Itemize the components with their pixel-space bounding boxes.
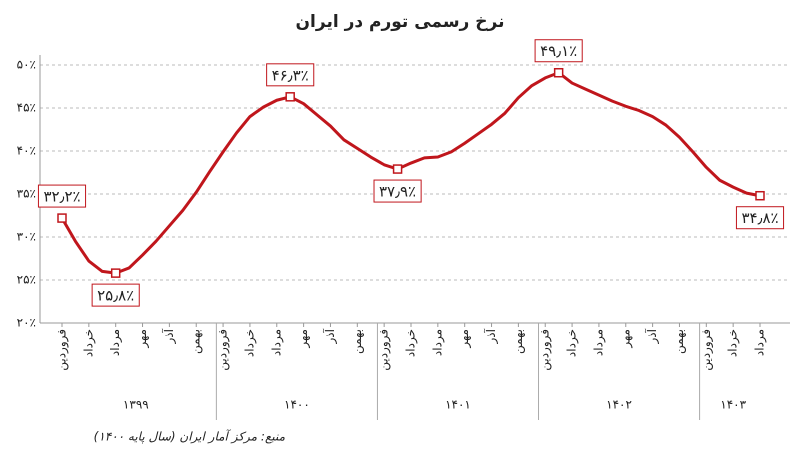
label-box <box>735 206 785 230</box>
x-tick-label: فروردین <box>377 329 392 371</box>
x-tick-label: فروردین <box>216 329 231 371</box>
label-box <box>373 179 422 203</box>
point-marker <box>57 213 67 223</box>
x-tick-label: خرداد <box>242 329 257 357</box>
point-marker <box>110 268 121 278</box>
line <box>60 71 761 275</box>
source: منبع: مرکز آمار ایران (سال پایه ۱۴۰۰) <box>94 429 286 444</box>
x-tick-label: مرداد <box>753 329 768 356</box>
x-tick-label: آذر <box>322 328 338 344</box>
x-tick-label: بهمن <box>672 329 687 354</box>
x-tick-label: خرداد <box>726 329 741 357</box>
point-marker <box>755 190 765 201</box>
data-label: ۳۷٫۹٪ <box>379 183 416 201</box>
y-tick-label: ۴۰٪ <box>17 144 36 158</box>
chart-title: نرخ رسمی تورم در ایران <box>296 12 505 32</box>
y-tick-label: ۲۰٪ <box>17 316 36 330</box>
data-label: ۴۶٫۳٪ <box>272 66 309 84</box>
label-box <box>37 184 87 208</box>
x-tick-label: بهمن <box>511 329 526 354</box>
x-tick-label: مرداد <box>108 329 123 356</box>
x-group-label: ۱۳۹۹ <box>123 398 149 412</box>
x-tick-label: مهر <box>135 329 150 349</box>
x-tick-label: مرداد <box>269 329 284 356</box>
data-label: ۳۴٫۸٪ <box>741 209 778 227</box>
y-tick-label: ۴۵٪ <box>17 101 36 115</box>
y-tick-label: ۳۰٪ <box>17 230 36 244</box>
x-tick-label: خرداد <box>81 329 96 357</box>
label-box <box>266 63 315 87</box>
y-tick-label: ۵۰٪ <box>17 58 36 72</box>
x-tick-label: مهر <box>296 329 311 349</box>
data-label: ۲۵٫۸٪ <box>97 287 134 305</box>
x-tick-label: آذر <box>161 328 177 344</box>
point-marker <box>553 67 564 78</box>
x-tick-label: آذر <box>483 328 499 344</box>
x-tick-label: مهر <box>618 329 633 349</box>
label-box <box>534 39 583 63</box>
data-label: ۳۲٫۲٪ <box>43 188 80 206</box>
data-label: ۴۹٫۱٪ <box>540 42 577 60</box>
x-tick-label: مهر <box>457 329 472 349</box>
x-tick-label: فروردین <box>55 329 70 371</box>
x-tick-label: خرداد <box>404 329 419 357</box>
x-group-label: ۱۴۰۲ <box>606 398 632 412</box>
x-group-label: ۱۴۰۳ <box>720 398 746 412</box>
point-marker <box>285 92 295 102</box>
label-box <box>91 283 140 307</box>
x-tick-label: خرداد <box>565 329 580 357</box>
x-tick-label: بهمن <box>189 329 204 354</box>
x-tick-label: مرداد <box>430 329 445 356</box>
point-marker <box>392 164 403 174</box>
x-tick-label: فروردین <box>699 329 714 371</box>
x-tick-label: مرداد <box>591 329 606 356</box>
x-group-label: ۱۴۰۱ <box>445 398 471 412</box>
x-tick-label: بهمن <box>350 329 365 354</box>
x-tick-label: آذر <box>644 328 660 344</box>
x-group-label: ۱۴۰۰ <box>284 398 310 412</box>
y-tick-label: ۲۵٪ <box>17 273 36 287</box>
x-tick-label: فروردین <box>538 329 553 371</box>
y-tick-label: ۳۵٪ <box>17 187 36 201</box>
